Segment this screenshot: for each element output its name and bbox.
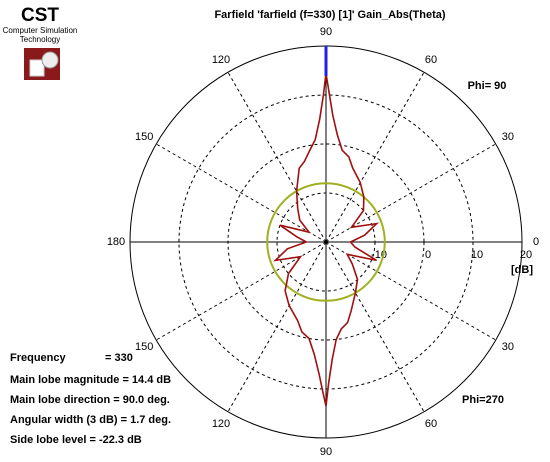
angle-label: 0 xyxy=(533,236,539,248)
angle-label: 120 xyxy=(212,54,230,66)
angle-label: 90 xyxy=(320,26,332,38)
spoke xyxy=(156,241,327,341)
r-tick-label: 10 xyxy=(471,249,483,261)
angle-label: 150 xyxy=(135,341,153,353)
logo-icon xyxy=(24,48,60,80)
angle-label: 60 xyxy=(425,54,437,66)
r-tick-label: 0 xyxy=(425,249,431,261)
chart-title: Farfield 'farfield (f=330) [1]' Gain_Abs… xyxy=(214,9,445,21)
angle-label: 30 xyxy=(502,131,514,143)
sidelobe-circle xyxy=(266,182,386,302)
r-unit: [dB] xyxy=(511,264,533,276)
angle-label: 120 xyxy=(212,418,230,430)
logo-subtitle: Technology xyxy=(20,35,60,44)
logo-text: CST xyxy=(21,5,59,26)
info-text: Side lobe level = -22.3 dB xyxy=(10,434,142,446)
spoke xyxy=(325,72,425,243)
angle-label: 60 xyxy=(425,418,437,430)
spoke xyxy=(156,143,327,243)
info-text: Angular width (3 dB) = 1.7 deg. xyxy=(10,414,171,426)
phi-label: Phi=270 xyxy=(462,394,504,406)
spoke xyxy=(325,143,496,243)
info-text: Main lobe magnitude = 14.4 dB xyxy=(10,374,171,386)
logo-subtitle: Computer Simulation xyxy=(3,26,78,35)
r-tick-label: 20 xyxy=(520,249,532,261)
angle-label: 90 xyxy=(320,446,332,458)
angle-label: 180 xyxy=(107,236,125,248)
spoke xyxy=(227,72,327,243)
angle-label: 150 xyxy=(135,131,153,143)
info-text: = 330 xyxy=(105,352,133,364)
info-text: Frequency xyxy=(10,352,67,364)
info-text: Main lobe direction = 90.0 deg. xyxy=(10,394,170,406)
phi-label: Phi= 90 xyxy=(468,80,507,92)
spoke xyxy=(325,241,496,341)
pattern-line xyxy=(273,73,379,407)
spoke xyxy=(325,241,425,412)
spoke xyxy=(227,241,327,412)
angle-label: 30 xyxy=(502,341,514,353)
